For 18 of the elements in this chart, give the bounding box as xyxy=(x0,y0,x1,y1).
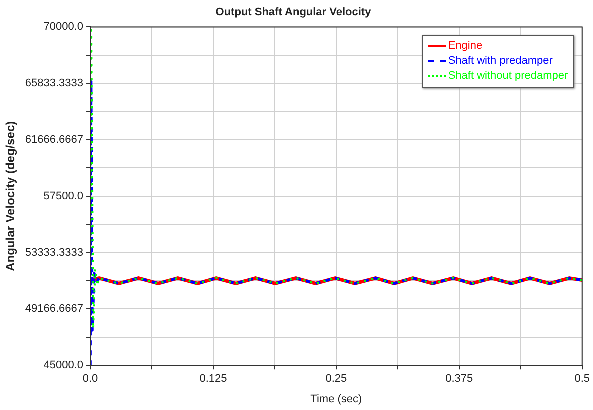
x-tick-label: 0.5 xyxy=(574,373,590,386)
x-axis-title: Time (sec) xyxy=(310,393,362,406)
x-tick-label: 0.0 xyxy=(82,373,98,386)
legend-label: Shaft with predamper xyxy=(448,55,553,68)
y-tick-label: 49166.6667 xyxy=(25,303,84,316)
y-tick-label: 45000.0 xyxy=(44,360,84,372)
legend-label: Engine xyxy=(448,40,483,52)
y-tick-label: 70000.0 xyxy=(44,21,84,34)
x-tick-label: 0.25 xyxy=(326,373,348,386)
legend-label: Shaft without predamper xyxy=(448,70,568,82)
y-tick-label: 61666.6667 xyxy=(25,134,84,146)
y-tick-label: 53333.3333 xyxy=(25,246,84,259)
y-tick-label: 57500.0 xyxy=(44,190,84,202)
y-axis-title: Angular Velocity (deg/sec) xyxy=(4,121,18,272)
x-tick-label: 0.375 xyxy=(446,373,474,386)
chart-title: Output Shaft Angular Velocity xyxy=(216,6,372,19)
y-tick-label: 65833.3333 xyxy=(25,78,84,90)
x-tick-label: 0.125 xyxy=(200,373,228,386)
